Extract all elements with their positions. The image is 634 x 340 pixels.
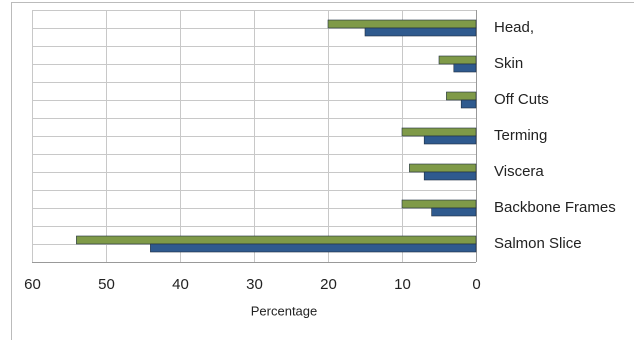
bar (446, 91, 477, 101)
x-tick-label: 20 (320, 276, 337, 293)
x-tick-label: 0 (472, 276, 480, 293)
category-label: Viscera (494, 163, 544, 180)
x-tick-label: 60 (24, 276, 41, 293)
x-tick-label: 50 (98, 276, 115, 293)
bar (401, 199, 477, 209)
category-label: Off Cuts (494, 91, 549, 108)
category-label: Head, (494, 19, 534, 36)
bar (327, 19, 477, 29)
bar (401, 127, 477, 137)
bar (423, 135, 477, 145)
bar (76, 235, 477, 245)
x-tick-label: 30 (246, 276, 263, 293)
category-label: Terming (494, 127, 547, 144)
bar (423, 171, 477, 181)
bar (460, 99, 477, 109)
bar (438, 55, 477, 65)
category-label: Skin (494, 55, 523, 72)
bar (364, 27, 477, 37)
category-label: Backbone Frames (494, 199, 616, 216)
x-tick-label: 10 (394, 276, 411, 293)
bar (453, 63, 477, 73)
x-axis-label: Percentage (251, 303, 318, 318)
bar (409, 163, 477, 173)
bar (431, 207, 477, 217)
bar (150, 243, 477, 253)
x-tick-label: 40 (172, 276, 189, 293)
category-label: Salmon Slice (494, 235, 582, 252)
